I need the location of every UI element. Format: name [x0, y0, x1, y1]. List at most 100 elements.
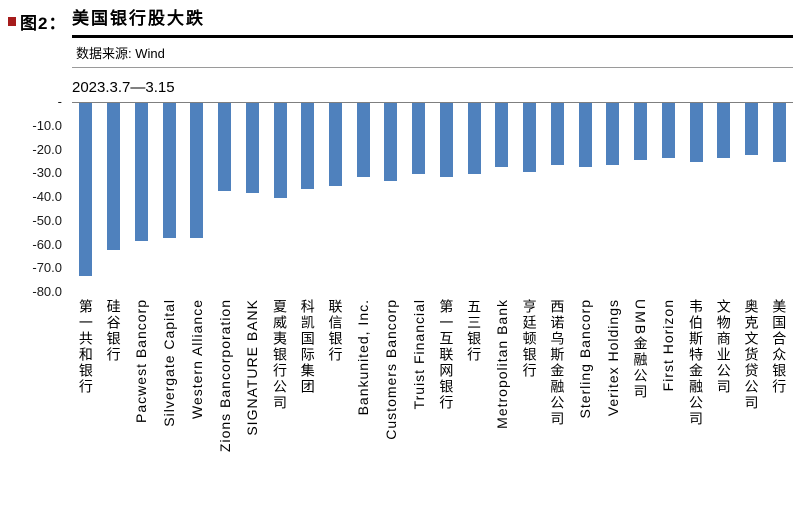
category-cell: 奥克文货贷公司	[738, 299, 766, 505]
bar	[634, 103, 648, 160]
bar	[245, 103, 259, 194]
bar-slot	[349, 103, 377, 177]
figure-header: 图2： 美国银行股大跌 数据来源: Wind	[8, 6, 793, 68]
bar	[273, 103, 287, 198]
bar-slot	[183, 103, 211, 239]
category-label: 夏威夷银行公司	[272, 299, 288, 411]
bar-slot	[72, 103, 100, 277]
plot-area: - -10.0 -20.0 -30.0 -40.0 -50.0 -60.0 -70.0 -80.…	[8, 94, 793, 299]
category-label: 西诺乌斯金融公司	[549, 299, 566, 427]
bar-slot	[127, 103, 155, 241]
category-label: Metropolitan Bank	[493, 299, 510, 429]
bar	[356, 103, 370, 177]
bar	[661, 103, 675, 158]
y-tick-label: -70.0	[32, 260, 62, 276]
category-label: Zions Bancorporation	[216, 299, 233, 453]
bar	[134, 103, 148, 241]
bar-slot	[488, 103, 516, 168]
bar-slot	[100, 103, 128, 251]
category-label: Silvergate Capital	[161, 299, 178, 427]
category-cell: Western Alliance	[183, 299, 211, 505]
bar-slot	[627, 103, 655, 160]
figure-title: 美国银行股大跌	[72, 9, 205, 28]
figure-label: 图2：	[20, 14, 67, 33]
y-tick-label: -80.0	[32, 284, 62, 299]
category-cell: Sterling Bancorp	[571, 299, 599, 505]
y-tick-label: -50.0	[32, 212, 62, 228]
y-tick-label: -60.0	[32, 236, 62, 252]
bar-slot	[543, 103, 571, 165]
category-cell: 科凯国际集团	[294, 299, 322, 505]
category-label: Customers Bancorp	[382, 299, 399, 440]
category-label: Sterling Bancorp	[577, 299, 594, 419]
bar	[190, 103, 204, 239]
bar-slot	[433, 103, 461, 177]
category-cell: 西诺乌斯金融公司	[543, 299, 571, 505]
bar-slot	[765, 103, 793, 163]
category-label: 科凯国际集团	[299, 299, 316, 395]
category-label: 联信银行	[327, 299, 344, 363]
y-tick-label: -10.0	[32, 117, 62, 133]
category-cell: 联信银行	[322, 299, 350, 505]
category-label: Truist Financial	[410, 299, 427, 410]
category-cell: 第一共和银行	[72, 299, 100, 505]
bar	[523, 103, 537, 172]
bar-slot	[460, 103, 488, 175]
bar	[550, 103, 564, 165]
bar-slot	[322, 103, 350, 187]
category-cell: 文物商业公司	[710, 299, 738, 505]
bar	[772, 103, 786, 163]
category-cell: Silvergate Capital	[155, 299, 183, 505]
bar-slot	[238, 103, 266, 194]
y-tick-label: -30.0	[32, 165, 62, 181]
category-cell: 美国合众银行	[765, 299, 793, 505]
title-divider	[72, 35, 793, 38]
category-label: 美国合众银行	[771, 299, 788, 395]
bar-slot	[710, 103, 738, 158]
bar	[412, 103, 426, 175]
figure-header-right: 美国银行股大跌 数据来源: Wind	[72, 6, 793, 68]
bar	[744, 103, 758, 156]
category-cell: Customers Bancorp	[377, 299, 405, 505]
bar	[107, 103, 121, 251]
category-label: Veritex Holdings	[604, 299, 621, 417]
bar	[717, 103, 731, 158]
bar	[689, 103, 703, 163]
bar	[578, 103, 592, 168]
bar-slot	[599, 103, 627, 165]
bar-slot	[155, 103, 183, 239]
bar	[606, 103, 620, 165]
bars-container	[72, 103, 793, 293]
plot-canvas	[72, 102, 793, 293]
category-label: Western Alliance	[188, 299, 205, 420]
y-tick-label: -	[57, 94, 62, 109]
category-cell: UMB金融公司	[627, 299, 655, 505]
category-label: UMB金融公司	[632, 299, 649, 401]
bar-slot	[377, 103, 405, 182]
y-axis-labels: - -10.0 -20.0 -30.0 -40.0 -50.0 -60.0 -70.0 -80.…	[8, 94, 72, 299]
bar-slot	[516, 103, 544, 172]
category-cell: 夏威夷银行公司	[266, 299, 294, 505]
figure-label-column: 图2：	[8, 6, 72, 34]
bar	[439, 103, 453, 177]
bar-slot	[654, 103, 682, 158]
category-label: Pacwest Bancorp	[133, 299, 150, 423]
bar	[328, 103, 342, 187]
category-cell: 韦伯斯特金融公司	[682, 299, 710, 505]
category-cell: First Horizon	[654, 299, 682, 505]
red-accent-mark	[8, 17, 16, 26]
bar-chart: 2023.3.7—3.15 - -10.0 -20.0 -30.0 -40.0 -50.0…	[8, 78, 793, 505]
category-label: 奥克文货贷公司	[743, 299, 760, 411]
y-tick-label: -20.0	[32, 141, 62, 157]
category-label: Bankunited, Inc.	[355, 299, 372, 416]
bar-slot	[294, 103, 322, 189]
category-cell: Truist Financial	[405, 299, 433, 505]
bar	[467, 103, 481, 175]
category-cell: Bankunited, Inc.	[349, 299, 377, 505]
category-label: 第一互联网银行	[438, 299, 455, 411]
category-cell: 第一互联网银行	[433, 299, 461, 505]
bar	[218, 103, 232, 191]
category-cell: 五三银行	[460, 299, 488, 505]
category-cell: Veritex Holdings	[599, 299, 627, 505]
